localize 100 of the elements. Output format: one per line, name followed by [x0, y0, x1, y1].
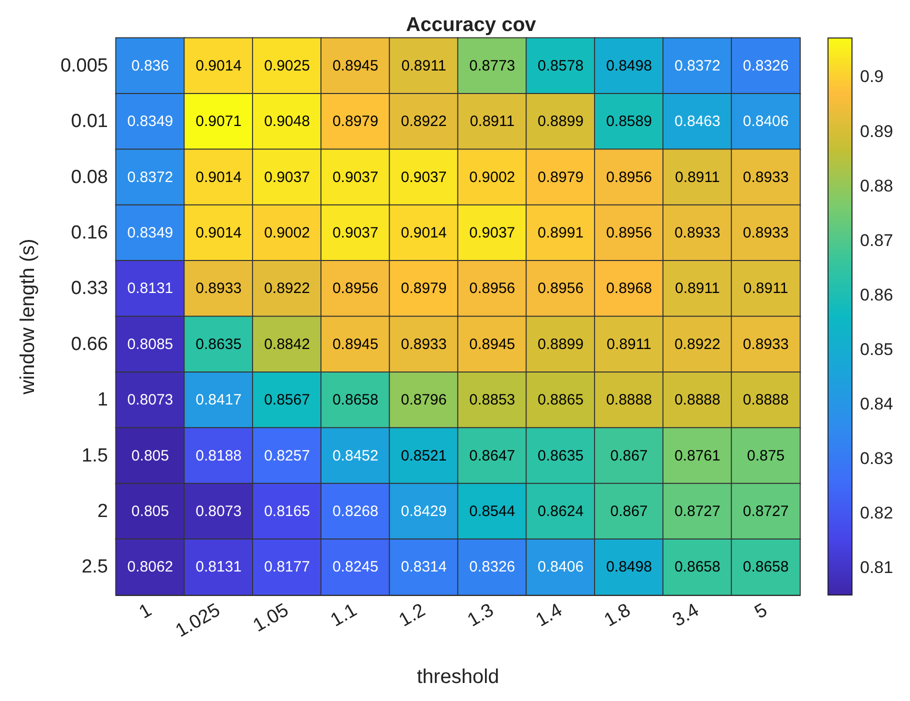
data-label: 0.8349 — [127, 224, 174, 242]
x-axis-title: threshold — [416, 666, 500, 688]
color-bar-label: 0.84 — [860, 394, 894, 414]
data-label: 0.8406 — [538, 558, 584, 576]
data-label: 0.8911 — [470, 113, 515, 130]
data-label: 0.8326 — [742, 57, 789, 74]
y-tick-label: 0.01 — [71, 111, 108, 132]
y-tick-label: 2 — [97, 500, 108, 522]
data-label: 0.8911 — [675, 168, 720, 186]
x-tick-label: 5 — [751, 600, 772, 624]
data-label: 0.8521 — [400, 447, 447, 464]
data-label: 0.8773 — [469, 57, 516, 74]
data-label: 0.8326 — [469, 558, 516, 576]
data-label: 0.8979 — [400, 280, 447, 298]
data-label: 0.8131 — [127, 280, 174, 298]
data-label: 0.8498 — [606, 558, 652, 576]
data-label: 0.8131 — [196, 558, 242, 576]
data-label: 0.805 — [131, 502, 169, 520]
y-tick-label: 2.5 — [82, 556, 108, 578]
data-label: 0.8165 — [264, 502, 310, 520]
data-label: 0.8452 — [332, 447, 378, 464]
data-label: 0.8727 — [742, 502, 789, 520]
data-label: 0.8349 — [127, 113, 174, 130]
data-label: 0.9048 — [264, 113, 310, 130]
data-label: 0.8624 — [538, 502, 584, 520]
data-label: 0.8888 — [606, 392, 652, 409]
y-axis-title: window length (s) — [17, 238, 39, 396]
data-label: 0.805 — [131, 447, 169, 464]
data-label: 0.8956 — [606, 168, 652, 186]
data-label: 0.8979 — [332, 113, 378, 130]
data-label: 0.8956 — [332, 280, 378, 298]
data-label: 0.8544 — [469, 502, 516, 520]
data-label: 0.8567 — [264, 392, 310, 409]
y-tick-label: 1.5 — [82, 445, 108, 466]
data-label: 0.9014 — [196, 168, 242, 186]
data-label: 0.8727 — [674, 502, 720, 520]
data-label: 0.9037 — [400, 168, 447, 186]
data-label: 0.8417 — [196, 392, 242, 409]
data-label: 0.8865 — [538, 392, 584, 409]
data-label: 0.8658 — [742, 558, 789, 576]
data-label: 0.8245 — [332, 558, 378, 576]
data-label: 0.8945 — [469, 336, 516, 353]
data-label: 0.9002 — [264, 224, 310, 242]
data-label: 0.8073 — [196, 502, 242, 520]
y-tick-label: 0.005 — [60, 55, 108, 76]
data-label: 0.8922 — [400, 113, 447, 130]
y-tick-label: 0.66 — [71, 334, 108, 355]
data-label: 0.8372 — [674, 57, 720, 74]
data-label: 0.8933 — [674, 224, 720, 242]
data-label: 0.8372 — [127, 168, 174, 186]
data-label: 0.8991 — [538, 224, 584, 242]
data-label: 0.9014 — [196, 57, 242, 74]
data-label: 0.8888 — [742, 392, 789, 409]
data-label: 0.8314 — [400, 558, 447, 576]
color-bar-label: 0.83 — [860, 449, 894, 468]
data-label: 0.836 — [131, 57, 169, 74]
data-label: 0.9037 — [469, 224, 516, 242]
data-label: 0.867 — [610, 447, 648, 464]
data-label: 0.8933 — [742, 224, 789, 242]
color-bar-label: 0.89 — [860, 122, 894, 141]
y-tick-label: 0.16 — [71, 222, 108, 244]
x-tick-label: 1.4 — [532, 600, 566, 632]
color-bar-label: 0.86 — [860, 285, 894, 304]
data-label: 0.8911 — [401, 57, 446, 74]
x-tick-label: 1.2 — [396, 600, 430, 632]
data-label: 0.8062 — [127, 558, 174, 576]
data-label: 0.867 — [610, 502, 648, 520]
data-label: 0.8635 — [538, 447, 584, 464]
data-label: 0.9071 — [196, 113, 242, 130]
data-label: 0.8979 — [538, 168, 584, 186]
data-label: 0.8888 — [674, 392, 720, 409]
data-label: 0.8406 — [742, 113, 789, 130]
data-label: 0.8899 — [538, 336, 584, 353]
data-label: 0.8899 — [538, 113, 584, 130]
data-label: 0.8933 — [196, 280, 242, 298]
data-label: 0.9014 — [196, 224, 242, 242]
color-bar-label: 0.88 — [860, 176, 894, 196]
data-label: 0.8658 — [674, 558, 720, 576]
data-label: 0.8635 — [196, 336, 242, 353]
x-tick-label: 1.05 — [250, 600, 292, 637]
color-bar-label: 0.82 — [860, 504, 894, 523]
data-label: 0.8945 — [332, 336, 378, 353]
x-tick-label: 1.1 — [327, 600, 361, 632]
data-label: 0.8085 — [127, 336, 174, 353]
data-label: 0.8498 — [606, 57, 652, 74]
data-label: 0.8177 — [264, 558, 310, 576]
data-label: 0.8911 — [606, 336, 652, 353]
data-label: 0.8257 — [264, 447, 310, 464]
color-bar-label: 0.85 — [860, 340, 894, 360]
x-tick-label: 1.3 — [464, 600, 498, 632]
data-label: 0.8761 — [674, 447, 720, 464]
color-bar-label: 0.9 — [860, 67, 884, 86]
data-label: 0.8842 — [264, 336, 310, 353]
data-label: 0.8073 — [127, 392, 174, 409]
color-bar-label: 0.81 — [860, 558, 894, 578]
chart-title: Accuracy cov — [406, 14, 537, 36]
data-label: 0.8922 — [264, 280, 310, 298]
data-label: 0.8933 — [742, 168, 789, 186]
data-label: 0.8911 — [743, 280, 788, 298]
y-tick-label: 0.33 — [71, 278, 108, 300]
